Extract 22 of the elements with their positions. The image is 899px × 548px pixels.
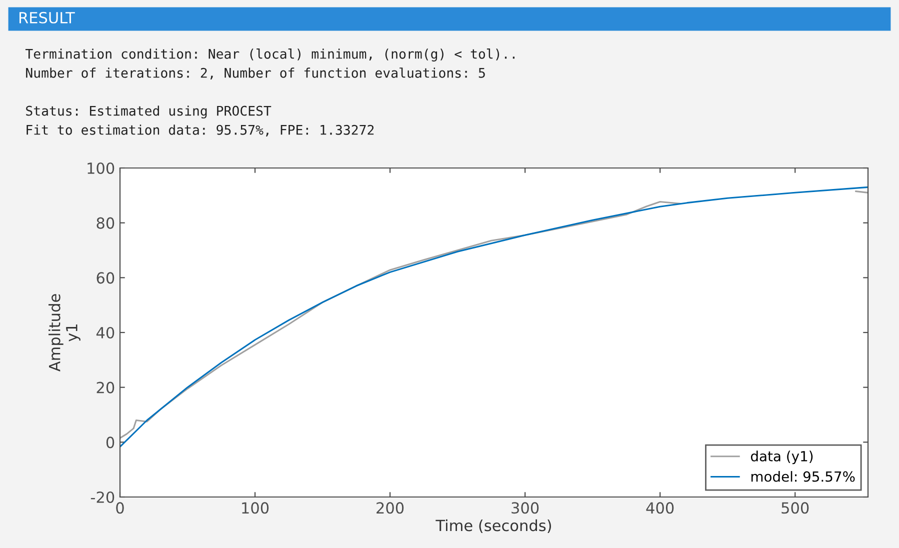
- y-tick-label: 40: [96, 326, 114, 339]
- text: Status: Estimated using PROCEST: [26, 106, 272, 118]
- x-tick-label: 100: [242, 502, 269, 514]
- x-axis-title: Time (seconds): [436, 519, 551, 534]
- legend-label: model: 95.57%: [751, 471, 855, 482]
- x-tick-label: 0: [116, 502, 124, 514]
- text: Number of iterations: 2, Number of function evaluations: 5: [26, 68, 485, 80]
- x-tick-label: 200: [376, 502, 404, 514]
- x-tick-label: 400: [646, 502, 674, 514]
- y-axis-title: Amplitude y1: [48, 294, 80, 372]
- legend-label: data (y1): [750, 450, 813, 464]
- text: Fit to estimation data: 95.57%, FPE: 1.33272: [26, 124, 374, 137]
- y-tick-label: -20: [90, 491, 114, 504]
- y-tick-label: 20: [96, 382, 114, 394]
- y-tick-label: 60: [96, 272, 114, 284]
- x-tick-label: 500: [782, 502, 809, 514]
- y-tick-label: 80: [96, 217, 114, 229]
- chart-title: RESULT: [19, 12, 75, 24]
- y-tick-label: 0: [106, 436, 114, 448]
- y-tick-label: 100: [88, 162, 114, 174]
- x-tick-label: 300: [512, 502, 539, 514]
- text: Termination condition: Near (local) minimum, (norm(g) < tol)..: [25, 48, 515, 62]
